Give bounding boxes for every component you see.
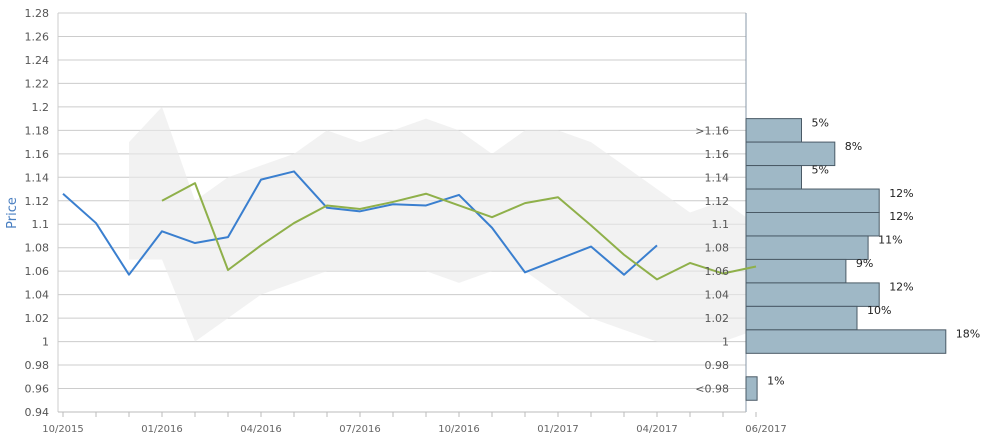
y-tick-label: 1.24: [25, 54, 50, 67]
y-tick-label: 1.04: [25, 289, 50, 302]
histogram-value-label: 12%: [889, 210, 913, 223]
histogram-value-label: 5%: [812, 163, 829, 176]
histogram-bar: [745, 212, 880, 237]
histogram-bar: [745, 282, 880, 307]
histogram-value-label: 9%: [856, 257, 873, 270]
x-tick-label: 04/2016: [240, 424, 282, 435]
histogram-value-label: 11%: [878, 234, 902, 247]
histogram-bar: [745, 329, 947, 354]
histogram-bar: [745, 235, 869, 260]
histogram-value-label: 8%: [845, 140, 862, 153]
x-tick-label: 01/2016: [141, 424, 183, 435]
confidence-band: [129, 106, 822, 342]
y-tick-label: 0.96: [25, 383, 50, 396]
histogram-bucket-label: 1.16: [705, 148, 730, 161]
y-tick-label: 0.98: [25, 359, 50, 372]
histogram-bar: [745, 376, 758, 401]
x-tick-label: 04/2017: [636, 424, 678, 435]
y-tick-label: 1.16: [25, 148, 50, 161]
histogram-bucket-label: 1.12: [705, 195, 730, 208]
histogram-bucket-label: <0.98: [695, 383, 729, 396]
histogram-bar: [745, 258, 847, 284]
y-tick-label: 1.2: [32, 101, 50, 114]
histogram-bucket-label: 0.98: [705, 359, 730, 372]
histogram-value-label: 12%: [889, 281, 913, 294]
price-lines: [62, 170, 757, 281]
histogram-bucket-label: 1.02: [705, 312, 730, 325]
y-axis-label: Price: [5, 197, 20, 229]
histogram-bar: [745, 165, 802, 190]
x-axis-ticks: 10/2015 01/2016 04/2016 07/2016 10/2016 01/20…: [42, 412, 787, 435]
histogram-value-label: 1%: [767, 375, 784, 388]
y-tick-label: 1.1: [32, 218, 50, 231]
histogram-bucket-label: >1.16: [695, 124, 729, 137]
histogram-value-label: 5%: [812, 116, 829, 129]
histogram-bucket-label: 1.14: [705, 171, 730, 184]
series-line-1: [62, 170, 658, 276]
histogram-bar: [745, 305, 858, 331]
histogram-bucket-label: 1: [722, 336, 729, 349]
histogram-bucket-label: 1.06: [705, 265, 730, 278]
y-tick-label: 1.22: [25, 77, 50, 90]
y-tick-label: 1.02: [25, 312, 50, 325]
series-line-2: [161, 182, 757, 281]
x-tick-label: 06/2017: [745, 424, 787, 435]
histogram-bucket-label: 1.04: [705, 289, 730, 302]
histogram-bucket-label: 1.1: [712, 218, 730, 231]
y-tick-label: 1.12: [25, 195, 50, 208]
histogram-bucket-labels: >1.165%1.168%1.145%1.1212%1.112%1.0811%1…: [695, 116, 980, 395]
y-axis-ticks: 0.94 0.96 0.98 1 1.02 1.04 1.06 1.08 1.1 1.12 1.14…: [25, 7, 50, 419]
x-tick-label: 07/2016: [339, 424, 381, 435]
histogram-value-label: 12%: [889, 187, 913, 200]
y-tick-label: 1.18: [25, 124, 50, 137]
x-tick-label: 10/2016: [438, 424, 480, 435]
histogram-bucket-label: 1.08: [705, 242, 730, 255]
histogram-value-label: 18%: [956, 328, 980, 341]
histogram-bar: [745, 118, 802, 143]
y-tick-label: 1.06: [25, 265, 50, 278]
band-area: [129, 106, 822, 342]
histogram-bar: [745, 188, 880, 214]
y-tick-label: 0.94: [25, 406, 50, 419]
x-tick-label: 10/2015: [42, 424, 84, 435]
histogram-value-label: 10%: [867, 304, 891, 317]
histogram-bar: [745, 141, 836, 167]
price-distribution-histogram: [745, 118, 947, 401]
y-tick-label: 1.14: [25, 171, 50, 184]
y-tick-label: 1.08: [25, 242, 50, 255]
y-tick-label: 1.28: [25, 7, 50, 20]
y-tick-label: 1: [42, 336, 49, 349]
x-tick-label: 01/2017: [537, 424, 579, 435]
y-tick-label: 1.26: [25, 30, 50, 43]
